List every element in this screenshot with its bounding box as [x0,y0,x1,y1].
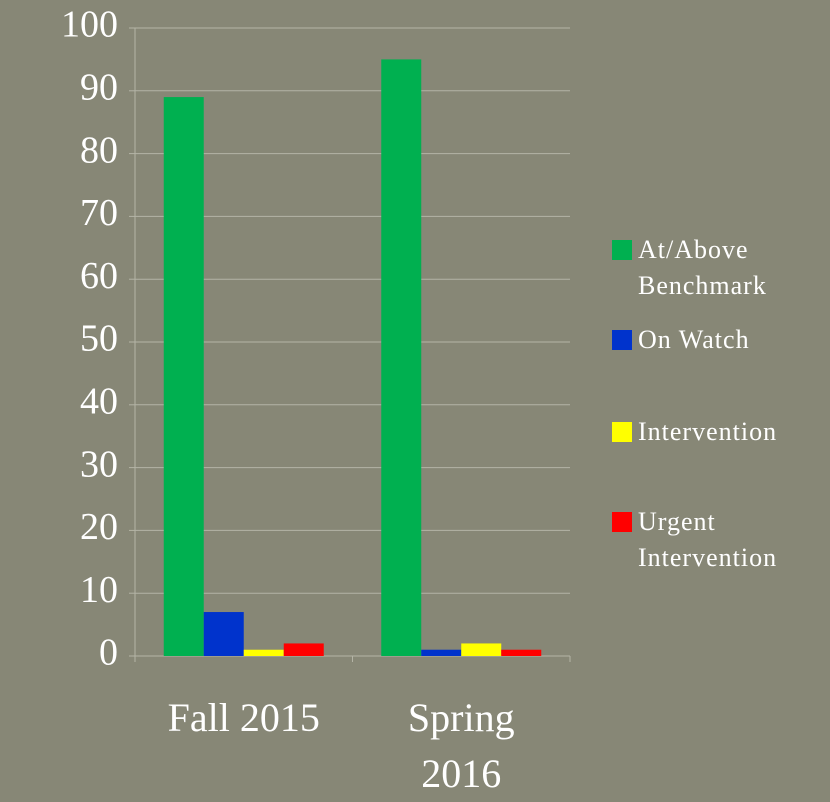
legend-item: On Watch [612,322,822,358]
legend-item: At/Above Benchmark [612,232,822,304]
legend-swatch [612,240,632,260]
bar [381,59,422,656]
bar [243,649,284,656]
y-tick-label: 60 [80,255,118,297]
bar [501,649,542,656]
bar [461,643,502,656]
x-tick-label: Spring 2016 [407,695,515,796]
legend-swatch [612,422,632,442]
y-tick-label: 100 [61,4,118,46]
x-tick-label: Fall 2015 [167,695,320,740]
bar [421,649,462,656]
legend-swatch [612,330,632,350]
legend-label: Intervention [638,417,778,446]
y-tick-label: 80 [80,129,118,171]
y-tick-label: 70 [80,192,118,234]
y-tick-label: 20 [80,506,118,548]
y-tick-label: 0 [99,632,118,674]
y-tick-label: 40 [80,381,118,423]
bar [283,643,324,656]
y-tick-label: 90 [80,67,118,109]
bar [203,612,244,656]
y-tick-label: 30 [80,443,118,485]
y-tick-label: 10 [80,569,118,611]
legend-label: Urgent Intervention [638,507,778,572]
legend-swatch [612,512,632,532]
legend-label: On Watch [638,325,750,354]
legend-item: Urgent Intervention [612,504,822,576]
bar [163,97,204,656]
legend-item: Intervention [612,414,822,450]
y-tick-label: 50 [80,318,118,360]
legend-label: At/Above Benchmark [638,235,767,300]
